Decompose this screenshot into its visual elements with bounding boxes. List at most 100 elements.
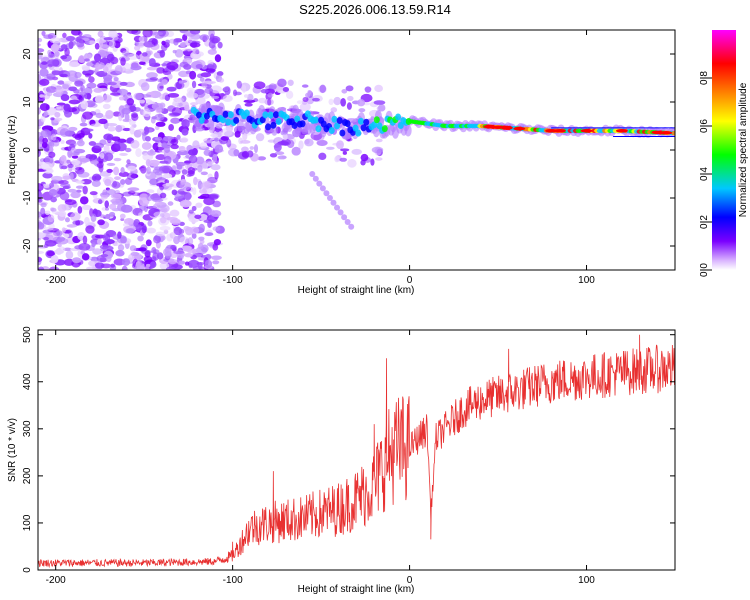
spectrogram-noise-blob — [99, 244, 109, 250]
spectrogram-noise-blob — [82, 34, 92, 39]
spectrogram-noise-blob — [57, 243, 62, 248]
spectrogram-streak-blob — [316, 180, 323, 187]
spectrogram-noise-blob — [33, 163, 38, 167]
spectrogram-noise-blob — [66, 224, 78, 228]
spectrogram-noise-blob — [191, 205, 197, 212]
spectrogram-y-tick-label: 10 — [22, 96, 33, 108]
spectrogram-noise-blob — [48, 266, 60, 270]
spectrogram-noise-blob — [149, 77, 159, 81]
spectrogram-noise-blob — [71, 155, 79, 159]
spectrogram-streak-blob — [319, 185, 326, 192]
spectrogram-noise-blob — [91, 175, 97, 182]
spectrogram-noise-blob — [155, 231, 166, 237]
spectrogram-transition-blob — [260, 88, 269, 94]
spectrogram-noise-blob — [90, 160, 99, 165]
snr-y-tick-label: 300 — [22, 420, 33, 437]
spectrogram-streak-blob — [323, 190, 330, 197]
spectrogram-noise-blob — [87, 40, 96, 45]
spectrogram-noise-blob — [142, 30, 153, 38]
spectrogram-transition-blob — [214, 137, 219, 142]
spectrogram-noise-blob — [117, 244, 125, 252]
spectrogram-noise-blob — [192, 48, 200, 55]
spectrogram-noise-blob — [120, 167, 125, 174]
spectrogram-noise-blob — [198, 223, 205, 233]
spectrogram-noise-blob — [212, 200, 221, 208]
spectrogram-noise-blob — [210, 210, 222, 218]
spectrogram-transition-blob — [336, 140, 344, 150]
spectrogram-noise-blob — [66, 159, 71, 164]
spectrogram-noise-blob — [121, 258, 131, 266]
spectrogram-noise-blob — [63, 258, 75, 266]
spectrogram-noise-blob — [38, 256, 43, 263]
spectrogram-y-tick-label: 20 — [22, 48, 33, 60]
spectrogram-noise-blob — [90, 213, 97, 223]
spectrogram-noise-blob — [50, 196, 58, 203]
spectrogram-y-axis-label: Frequency (Hz) — [7, 116, 18, 185]
spectrogram-transition-blob — [318, 152, 327, 161]
spectrogram-noise-blob — [131, 113, 139, 121]
spectrogram-noise-blob — [72, 133, 81, 139]
spectrogram-transition-blob — [223, 86, 229, 92]
colorbar-tick-label: 0.0 — [699, 263, 710, 277]
spectrogram-noise-blob — [44, 239, 57, 247]
spectrogram-transition-blob — [257, 156, 267, 161]
spectrogram-noise-blob — [80, 157, 91, 163]
spectrogram-noise-blob — [51, 175, 63, 182]
spectrogram-noise-blob — [145, 239, 152, 247]
spectrogram-noise-blob — [44, 226, 54, 231]
ridge-core — [331, 115, 338, 123]
spectrogram-noise-blob — [159, 225, 171, 231]
spectrogram-transition-blob — [312, 97, 320, 102]
spectrogram-noise-blob — [103, 37, 113, 41]
ridge-core — [294, 115, 301, 123]
spectrogram-noise-blob — [38, 113, 39, 115]
spectrogram-noise-blob — [102, 176, 114, 184]
spectrogram-transition-blob — [370, 158, 375, 166]
spectrogram-noise-blob — [159, 49, 166, 58]
spectrogram-transition-blob — [340, 97, 347, 107]
spectrogram-noise-blob — [199, 142, 208, 149]
spectrogram-noise-blob — [167, 201, 174, 206]
spectrogram-noise-blob — [88, 133, 93, 139]
spectrogram-transition-blob — [341, 88, 348, 94]
spectrogram-transition-blob — [233, 149, 240, 157]
colorbar-gradient — [712, 30, 736, 270]
spectrogram-noise-blob — [161, 63, 168, 67]
spectrogram-x-tick-label: -200 — [46, 275, 66, 286]
ridge-core — [225, 118, 232, 126]
spectrogram-transition-blob — [243, 99, 256, 103]
spectrogram-noise-blob — [129, 125, 135, 135]
spectrogram-noise-blob — [88, 76, 95, 83]
spectrogram-noise-blob — [146, 166, 151, 175]
spectrogram-noise-blob — [151, 102, 164, 110]
spectrogram-noise-blob — [109, 203, 117, 210]
spectrogram-noise-blob — [120, 179, 126, 185]
spectrogram-transition-blob — [375, 138, 383, 143]
spectrogram-noise-blob — [120, 204, 133, 213]
spectrogram-noise-blob — [80, 84, 85, 92]
spectrogram-noise-blob — [126, 97, 135, 106]
spectrogram-transition-blob — [277, 155, 287, 160]
spectrogram-noise-blob — [199, 34, 210, 41]
spectrogram-noise-blob — [188, 36, 193, 43]
spectrogram-noise-blob — [147, 159, 160, 167]
spectrogram-noise-blob — [98, 39, 104, 48]
spectrogram-noise-blob — [130, 139, 140, 149]
snr-y-tick-label: 500 — [22, 326, 33, 343]
spectrogram-ridge — [190, 102, 675, 141]
spectrogram-noise-blob — [173, 97, 185, 102]
spectrogram-noise-blob — [57, 80, 65, 85]
ridge-core — [219, 116, 226, 124]
spectrogram-noise-blob — [118, 171, 130, 177]
spectrogram-noise-blob — [121, 265, 128, 270]
spectrogram-noise-blob — [174, 81, 185, 90]
spectrogram-noise-blob — [91, 179, 101, 188]
spectrogram-noise-blob — [73, 71, 82, 79]
spectrogram-noise-blob — [122, 50, 130, 57]
colorbar-label: Normalized spectral amplitude — [738, 82, 749, 217]
spectrogram-noise-blob — [126, 159, 131, 165]
spectrogram-noise-blob — [39, 103, 50, 111]
spectrogram-noise-blob — [79, 91, 87, 96]
spectrogram-noise-blob — [59, 191, 70, 201]
